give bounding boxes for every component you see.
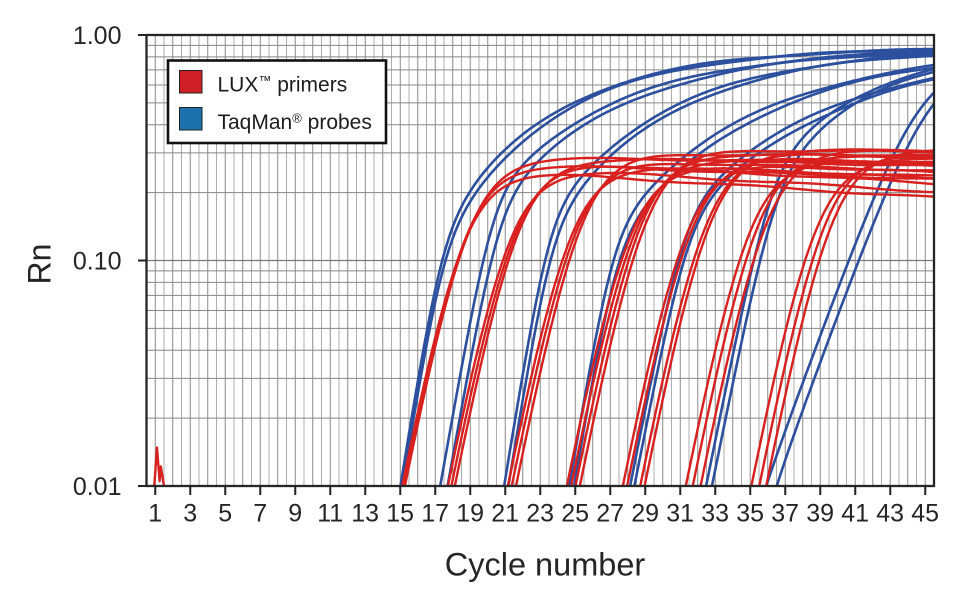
svg-text:0.10: 0.10 (73, 248, 122, 276)
svg-text:29: 29 (631, 500, 659, 528)
svg-text:27: 27 (596, 500, 624, 528)
svg-text:5: 5 (218, 500, 232, 528)
svg-text:41: 41 (841, 500, 869, 528)
svg-text:3: 3 (183, 500, 197, 528)
svg-text:33: 33 (701, 500, 729, 528)
svg-text:23: 23 (526, 500, 554, 528)
svg-text:45: 45 (911, 500, 939, 528)
svg-text:9: 9 (288, 500, 302, 528)
svg-text:0.01: 0.01 (73, 473, 122, 501)
svg-text:13: 13 (351, 500, 379, 528)
svg-text:15: 15 (386, 500, 414, 528)
svg-text:43: 43 (876, 500, 904, 528)
svg-text:17: 17 (421, 500, 449, 528)
svg-text:1.00: 1.00 (73, 22, 122, 50)
svg-text:LUX™ primers: LUX™ primers (218, 73, 348, 97)
svg-text:37: 37 (771, 500, 799, 528)
svg-text:7: 7 (253, 500, 267, 528)
svg-text:19: 19 (456, 500, 484, 528)
svg-text:Rn: Rn (22, 244, 58, 285)
svg-text:25: 25 (561, 500, 589, 528)
svg-text:TaqMan® probes: TaqMan® probes (218, 111, 372, 135)
svg-text:39: 39 (806, 500, 834, 528)
svg-text:21: 21 (491, 500, 519, 528)
svg-text:31: 31 (666, 500, 694, 528)
svg-text:1: 1 (148, 500, 162, 528)
svg-text:11: 11 (317, 500, 343, 528)
svg-text:35: 35 (736, 500, 764, 528)
svg-text:Cycle number: Cycle number (445, 547, 646, 583)
